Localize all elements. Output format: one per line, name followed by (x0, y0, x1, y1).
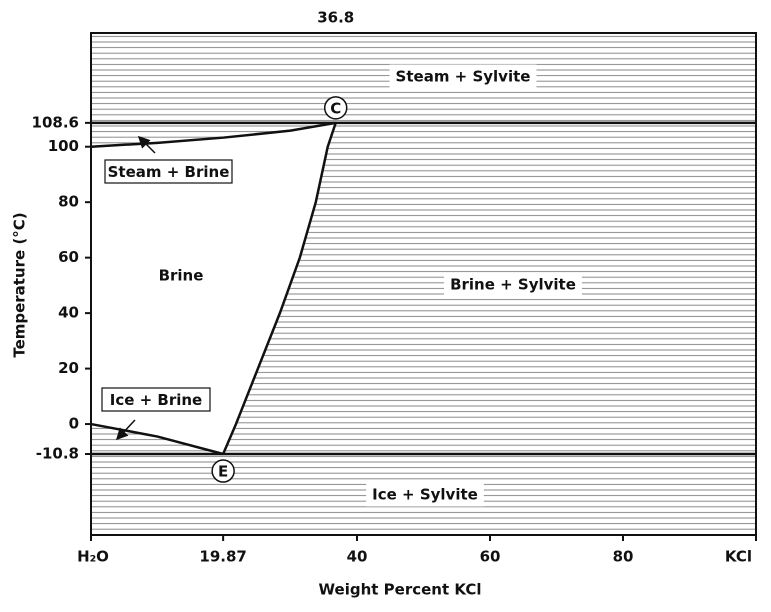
region-label-bg (366, 482, 484, 507)
y-tick-label: -10.8 (36, 445, 79, 463)
x-tick-label: KCl (725, 548, 752, 566)
x-tick-label: H₂O (77, 548, 109, 566)
x-axis-label: Weight Percent KCl (319, 581, 482, 599)
region-label: Ice + Sylvite (372, 486, 478, 504)
y-tick-label: 80 (58, 193, 79, 211)
annotation-box (104, 159, 233, 184)
x2-tick-label: 36.8 (317, 9, 354, 27)
region-label-bg (444, 272, 582, 297)
y-tick-label: 100 (48, 137, 79, 155)
annotation-box (101, 387, 211, 412)
plot-frame (90, 32, 757, 536)
y-axis-label: Temperature (°C) (11, 212, 29, 357)
phase-boundary (90, 422, 224, 456)
region-label: Brine + Sylvite (450, 276, 576, 294)
x-tick-label: 60 (480, 548, 501, 566)
annotation-label: Steam + Brine (108, 163, 230, 181)
y-tick-label: 0 (69, 415, 79, 433)
y-tick-label: 60 (58, 248, 79, 266)
x-tick-label: 19.87 (199, 548, 246, 566)
region-label: Brine (159, 267, 204, 285)
phase-boundary (221, 122, 337, 455)
point-label: E (218, 463, 228, 481)
brine-region (91, 122, 336, 455)
region-label-bg (389, 64, 537, 89)
annotation-arrow (137, 135, 156, 154)
x-tick-label: 40 (347, 548, 368, 566)
annotation-label: Ice + Brine (110, 391, 202, 409)
y-tick-label: 108.6 (32, 113, 79, 131)
phase-boundary (90, 121, 336, 148)
y-tick-label: 40 (58, 304, 79, 322)
point-marker (211, 459, 235, 483)
x-tick-label: 80 (613, 548, 634, 566)
point-label: C (330, 99, 341, 117)
annotation-arrow (115, 419, 136, 441)
region-label: Steam + Sylvite (396, 68, 531, 86)
y-tick-label: 20 (58, 359, 79, 377)
point-marker (323, 96, 348, 120)
